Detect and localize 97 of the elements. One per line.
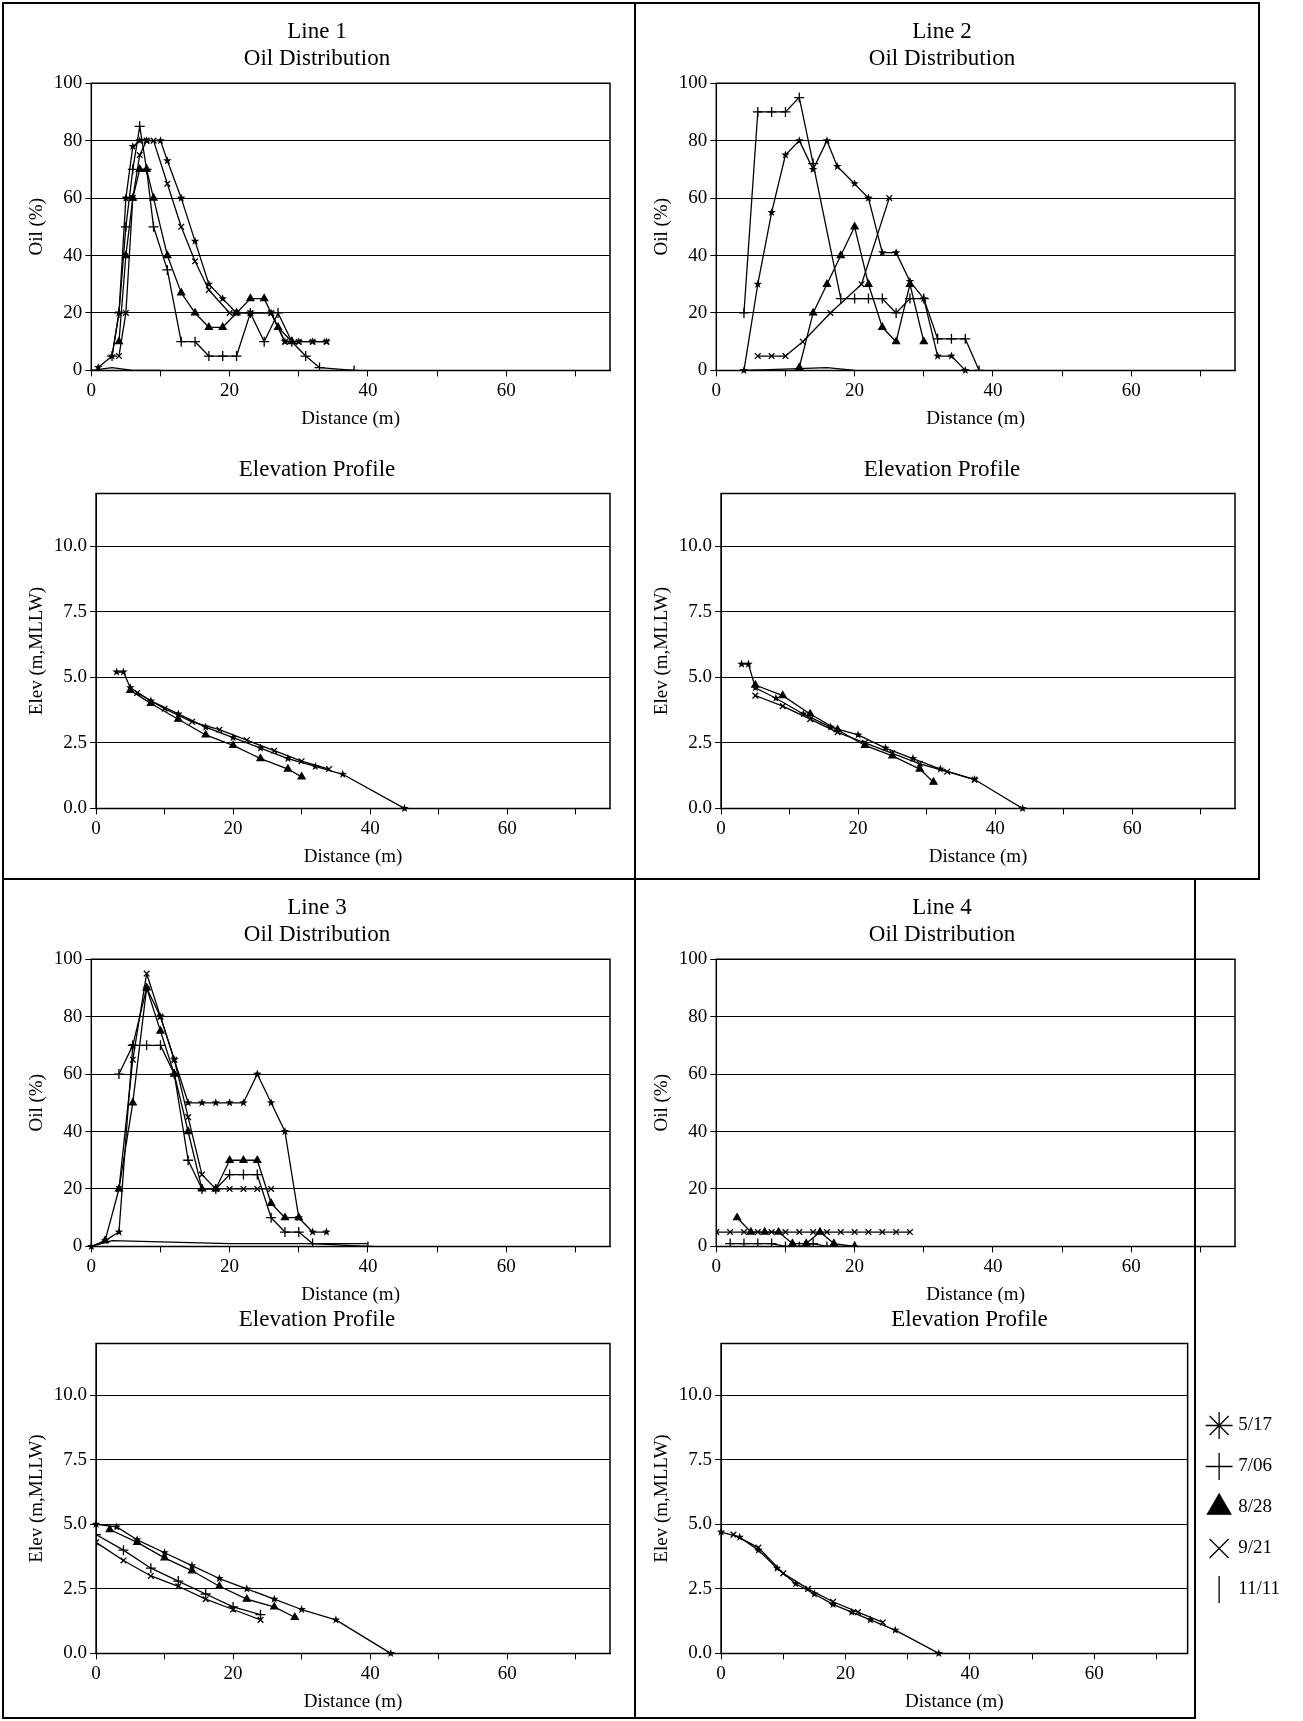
y-tick-label: 20 [63,300,83,322]
x-axis-title: Distance (m) [301,406,400,429]
x-tick-label: 20 [220,1254,240,1276]
y-tick-label: 7.5 [688,599,713,621]
x-tick-label: 40 [960,1661,980,1683]
x-axis-title: Distance (m) [926,406,1025,429]
y-tick-label: 20 [688,300,708,322]
chart-title: Elevation Profile [238,1305,396,1331]
y-axis-title: Elev (m,MLLW) [650,586,673,716]
y-tick-label: 40 [63,243,83,265]
y-tick-label: 0 [697,1234,708,1256]
x-tick-label: 60 [1084,1661,1104,1683]
legend-label: 9/21 [1238,1536,1272,1558]
y-tick-label: 60 [63,186,83,208]
x-tick-label: 20 [223,1661,243,1683]
legend-label: 5/17 [1238,1413,1272,1435]
y-tick-label: 5.0 [688,1512,713,1534]
y-tick-label: 0.0 [688,796,713,818]
y-axis-title: Elev (m,MLLW) [650,1434,673,1563]
y-tick-label: 60 [688,186,708,208]
y-tick-label: 100 [678,947,708,969]
y-tick-label: 10.0 [678,1383,713,1405]
y-tick-label: 80 [63,128,83,150]
y-tick-label: 100 [53,71,83,93]
y-axis-title: Oil (%) [650,1074,673,1132]
legend-label: 7/06 [1238,1454,1272,1476]
x-axis-title: Distance (m) [303,844,403,867]
x-tick-label: 40 [985,816,1005,838]
y-tick-label: 2.5 [688,730,713,752]
y-tick-label: 0 [72,1234,83,1256]
y-tick-label: 5.0 [63,665,88,687]
y-tick-label: 10.0 [678,534,713,556]
y-tick-label: 2.5 [688,1576,713,1598]
y-axis-title: Elev (m,MLLW) [25,1434,48,1563]
y-tick-label: 7.5 [688,1447,713,1469]
y-tick-label: 40 [688,243,708,265]
y-tick-label: 60 [63,1062,83,1084]
x-tick-label: 40 [983,1254,1003,1276]
x-tick-label: 60 [496,378,516,400]
chart-title: Elevation Profile [863,455,1021,481]
x-tick-label: 60 [497,1661,517,1683]
x-tick-label: 40 [360,816,380,838]
x-axis-title: Distance (m) [926,1282,1025,1305]
y-tick-label: 10.0 [53,1383,88,1405]
x-tick-label: 20 [845,378,865,400]
x-axis-title: Distance (m) [905,1689,1004,1712]
x-tick-label: 60 [497,816,517,838]
y-tick-label: 0.0 [688,1641,713,1663]
y-tick-label: 80 [63,1004,83,1026]
chart-title: Line 4 Oil Distribution [868,893,1016,947]
x-tick-label: 20 [848,816,868,838]
x-tick-label: 60 [1121,378,1141,400]
chart-title: Line 1 Oil Distribution [243,17,391,71]
x-axis-title: Distance (m) [301,1282,400,1305]
x-tick-label: 20 [835,1661,855,1683]
y-tick-label: 60 [688,1062,708,1084]
x-tick-label: 40 [360,1661,380,1683]
y-tick-label: 2.5 [63,1576,88,1598]
y-axis-title: Oil (%) [650,198,673,256]
chart-title: Elevation Profile [238,455,396,481]
y-tick-label: 100 [678,71,708,93]
legend-label: 8/28 [1238,1495,1272,1517]
y-axis-title: Oil (%) [25,198,48,256]
legend-label: 11/11 [1238,1577,1281,1599]
y-tick-label: 80 [688,128,708,150]
x-tick-label: 20 [220,378,240,400]
y-tick-label: 0 [72,358,83,380]
x-tick-label: 20 [845,1254,865,1276]
x-tick-label: 40 [358,1254,378,1276]
y-tick-label: 5.0 [688,665,713,687]
x-tick-label: 20 [223,816,243,838]
x-axis-title: Distance (m) [303,1689,403,1712]
chart-title: Line 3 Oil Distribution [243,893,391,947]
y-tick-label: 7.5 [63,599,88,621]
y-tick-label: 40 [688,1119,708,1141]
y-axis-title: Elev (m,MLLW) [25,586,48,716]
x-axis-title: Distance (m) [928,844,1028,867]
x-tick-label: 60 [1121,1254,1141,1276]
y-tick-label: 100 [53,947,83,969]
y-tick-label: 80 [688,1004,708,1026]
y-tick-label: 0 [697,358,708,380]
y-tick-label: 0.0 [63,1641,88,1663]
y-tick-label: 20 [688,1176,708,1198]
y-tick-label: 10.0 [53,534,88,556]
y-tick-label: 40 [63,1119,83,1141]
x-tick-label: 40 [358,378,378,400]
x-tick-label: 40 [983,378,1003,400]
x-tick-label: 60 [496,1254,516,1276]
chart-title: Line 2 Oil Distribution [868,17,1016,71]
y-axis-title: Oil (%) [25,1074,48,1132]
y-tick-label: 0.0 [63,796,88,818]
chart-title: Elevation Profile [891,1305,1048,1331]
y-tick-label: 5.0 [63,1512,88,1534]
y-tick-label: 7.5 [63,1447,88,1469]
y-tick-label: 2.5 [63,730,88,752]
y-tick-label: 20 [63,1176,83,1198]
x-tick-label: 60 [1122,816,1142,838]
